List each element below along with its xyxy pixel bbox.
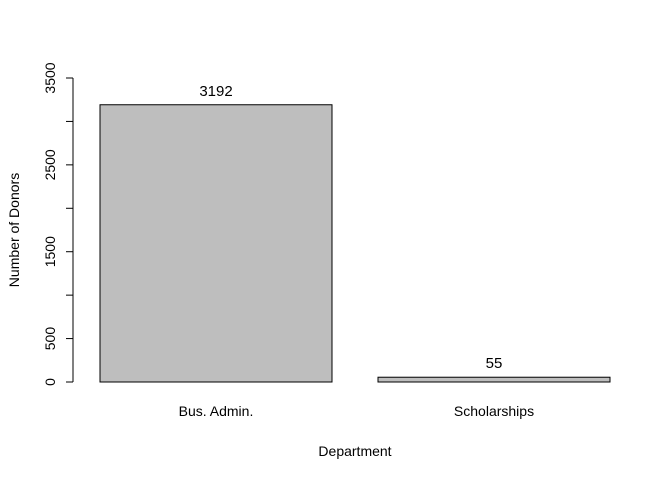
data-labels: 3192 55: [199, 83, 502, 372]
bar: [377, 376, 611, 383]
y-tick-label: 500: [42, 327, 58, 351]
x-categories: Bus. Admin. Scholarships: [179, 403, 534, 419]
y-tick-label: 3500: [42, 62, 58, 93]
y-tick-label: 1500: [42, 236, 58, 267]
bar: [99, 104, 333, 383]
bar-value-label: 55: [486, 355, 503, 372]
x-axis-title: Department: [318, 443, 391, 459]
category-label: Bus. Admin.: [179, 403, 254, 419]
y-tick-label: 0: [42, 378, 58, 386]
y-tick-label: 2500: [42, 149, 58, 180]
bars: [99, 104, 611, 383]
y-axis: 0 500 1500 2500 3500: [42, 62, 74, 386]
category-label: Scholarships: [454, 403, 534, 419]
y-axis-title: Number of Donors: [6, 173, 22, 287]
bar-value-label: 3192: [199, 83, 232, 100]
